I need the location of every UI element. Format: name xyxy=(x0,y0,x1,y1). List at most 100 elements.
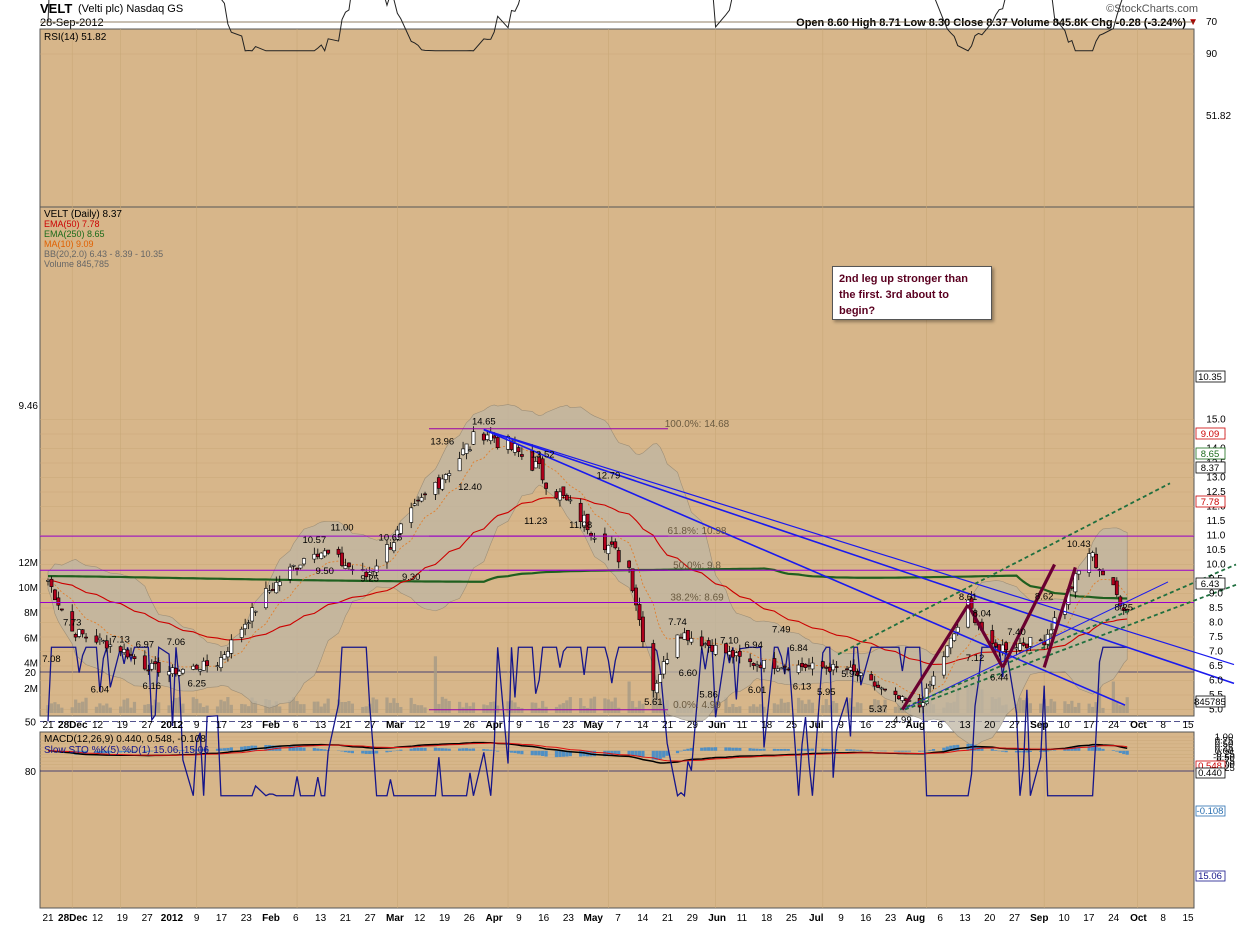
volume-bar xyxy=(240,703,244,713)
candle-body xyxy=(1038,639,1043,642)
x-axis-label-bottom: 28Dec xyxy=(58,913,88,924)
volume-bar xyxy=(243,704,247,713)
volume-bar xyxy=(202,706,206,713)
x-axis-label-bottom: Apr xyxy=(485,913,502,924)
x-axis-label-bottom: 20 xyxy=(984,913,996,924)
price-tick-label: 11.5 xyxy=(1207,516,1226,527)
volume-bar xyxy=(271,704,275,713)
x-axis-label-bottom: 9 xyxy=(194,913,200,924)
macd-histogram-bar xyxy=(312,747,316,751)
candle-body xyxy=(928,684,932,687)
macd-histogram-bar xyxy=(783,748,787,751)
price-annotation: 7.13 xyxy=(111,635,130,646)
volume-bar xyxy=(215,706,220,713)
x-axis-label: 27 xyxy=(365,720,377,731)
price-marker-box xyxy=(1195,461,1226,474)
macd-histogram-bar xyxy=(945,746,949,751)
macd-histogram-bar xyxy=(440,748,444,751)
x-axis-label: 15 xyxy=(1182,720,1194,731)
price-marker-box xyxy=(1195,695,1226,708)
fib-level-label: 0.0%: 4.99 xyxy=(673,700,721,711)
candle-body xyxy=(253,610,258,613)
x-axis-label: 6 xyxy=(937,720,943,731)
candle-body xyxy=(94,635,99,643)
volume-bar xyxy=(873,699,877,713)
macd-histogram-bar xyxy=(433,747,438,751)
volume-tick-label: 4M xyxy=(24,659,38,670)
price-annotation: 11.08 xyxy=(569,520,592,531)
candle-body xyxy=(295,567,299,570)
price-annotation: 6.94 xyxy=(744,640,763,651)
candle-body xyxy=(540,458,545,481)
macd-histogram-bar xyxy=(125,750,130,753)
volume-bar xyxy=(1125,697,1129,713)
candle-body xyxy=(142,655,147,670)
macd-signal-line xyxy=(47,742,1128,762)
volume-bar xyxy=(416,705,420,713)
volume-bar xyxy=(603,698,607,713)
price-annotation: 10.65 xyxy=(379,533,403,544)
candle-body xyxy=(1000,644,1005,652)
x-axis-label-bottom: 13 xyxy=(315,913,327,924)
price-annotation: 7.49 xyxy=(772,624,791,635)
volume-bar xyxy=(108,707,112,713)
price-annotation: 6.13 xyxy=(793,682,812,693)
candle-body xyxy=(827,666,832,672)
volume-bar xyxy=(810,702,815,713)
macd-tick-label: 0.75 xyxy=(1215,735,1234,746)
macd-tick-label: 1.00 xyxy=(1215,732,1234,743)
volume-bar xyxy=(606,699,610,713)
volume-bar xyxy=(278,706,282,713)
candle-body xyxy=(59,608,64,611)
candle-body xyxy=(1076,570,1081,575)
macd-histogram-bar xyxy=(416,747,420,751)
volume-bar xyxy=(53,702,57,713)
candle-body xyxy=(730,650,735,658)
quote-summary: Open 8.60 High 8.71 Low 8.30 Close 8.37 … xyxy=(796,17,1186,29)
volume-bar xyxy=(758,704,763,713)
macd-histogram-bar xyxy=(509,750,514,753)
candle-body xyxy=(174,668,178,675)
volume-bar xyxy=(1018,697,1022,713)
candle-body xyxy=(443,474,448,480)
macd-histogram-bar xyxy=(530,750,534,756)
price-marker-label: 9.09 xyxy=(1201,429,1220,440)
volume-bar xyxy=(637,700,642,713)
candle-body xyxy=(786,668,791,671)
macd-histogram-bar xyxy=(343,750,348,753)
candle-body xyxy=(447,473,452,476)
candle-body xyxy=(53,589,57,601)
candle-body xyxy=(897,695,901,700)
macd-histogram-bar xyxy=(1063,749,1067,751)
candle-body xyxy=(689,638,694,643)
price-tick-label: 15.0 xyxy=(1206,415,1226,426)
macd-histogram-bar xyxy=(565,750,569,757)
volume-bar xyxy=(364,706,368,713)
macd-histogram-bar xyxy=(921,750,925,752)
price-annotation: 7.08 xyxy=(42,654,61,665)
volume-bar xyxy=(835,703,839,713)
volume-bar xyxy=(1046,706,1050,713)
candle-body xyxy=(1087,553,1092,573)
macd-histogram-bar xyxy=(340,750,344,752)
x-axis-label: 8 xyxy=(1160,720,1166,731)
volume-bar xyxy=(388,702,393,713)
macd-histogram-bar xyxy=(295,746,299,751)
x-axis-label: 20 xyxy=(984,720,996,731)
price-annotation: 12.40 xyxy=(458,482,482,493)
macd-histogram-bar xyxy=(1052,750,1057,751)
candle-body xyxy=(748,658,753,663)
volume-bar xyxy=(821,705,825,713)
candle-body xyxy=(858,672,863,676)
candle-body xyxy=(122,649,126,653)
price-tick-label: 9.0 xyxy=(1209,589,1223,600)
candle-body xyxy=(219,657,223,668)
x-axis-label: 9 xyxy=(516,720,522,731)
price-annotation: 6.16 xyxy=(143,681,162,692)
volume-bar xyxy=(229,704,233,713)
price-annotation: 13.96 xyxy=(430,437,454,448)
macd-histogram-bar xyxy=(146,750,150,752)
candle-body xyxy=(1028,637,1033,647)
volume-bar xyxy=(755,706,759,713)
macd-histogram-bar xyxy=(302,747,306,751)
